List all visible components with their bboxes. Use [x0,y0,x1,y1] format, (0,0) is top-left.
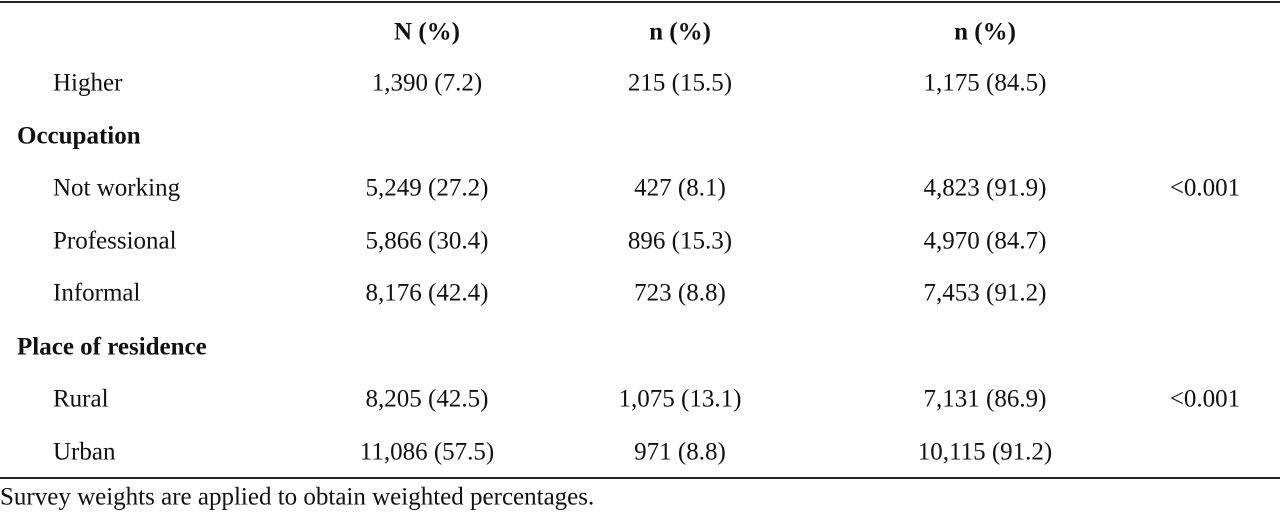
cell: 5,866 (30.4) [365,227,489,255]
top-rule [0,1,1280,3]
section-label: Place of residence [17,333,207,361]
cell: 4,970 (84.7) [923,227,1047,255]
cell: 8,205 (42.5) [365,385,489,413]
cell: 1,175 (84.5) [923,69,1047,97]
p-value: <0.001 [1169,174,1241,202]
cell: 7,453 (91.2) [923,279,1047,307]
cell: 971 (8.8) [634,438,726,466]
cell: 723 (8.8) [634,279,726,307]
cell: 11,086 (57.5) [359,438,495,466]
row-label: Higher [53,69,123,97]
cell: 215 (15.5) [627,69,733,97]
column-header: N (%) [394,18,460,46]
row-label: Informal [53,279,141,307]
column-header: n (%) [649,18,711,46]
row-label: Rural [53,385,109,413]
p-value: <0.001 [1169,385,1241,413]
cell: 7,131 (86.9) [923,385,1047,413]
cell: 10,115 (91.2) [917,438,1053,466]
cell: 896 (15.3) [627,227,733,255]
cell: 1,390 (7.2) [371,69,483,97]
cell: 427 (8.1) [634,174,726,202]
cell: 8,176 (42.4) [365,279,489,307]
bottom-rule [0,477,1280,479]
row-label: Urban [53,438,116,466]
cell: 4,823 (91.9) [923,174,1047,202]
cell: 5,249 (27.2) [365,174,489,202]
column-header: n (%) [954,18,1016,46]
row-label: Not working [53,174,181,202]
footnote: Survey weights are applied to obtain wei… [0,483,595,511]
cell: 1,075 (13.1) [618,385,742,413]
section-label: Occupation [17,122,141,150]
row-label: Professional [53,227,177,255]
